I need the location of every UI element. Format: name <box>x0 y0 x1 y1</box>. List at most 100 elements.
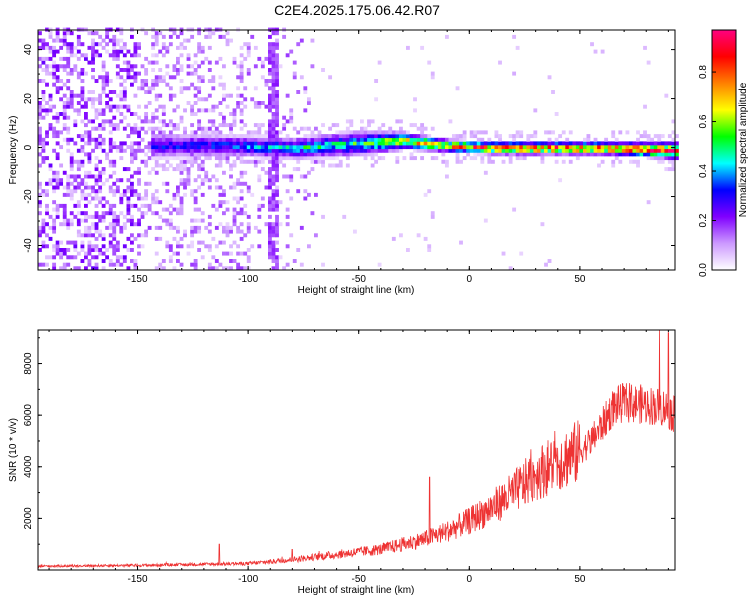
spectrogram-cell <box>653 141 658 146</box>
spectrogram-cell <box>345 145 350 150</box>
spectrogram-cell <box>246 255 251 260</box>
spectrogram-cell <box>69 97 74 102</box>
spectrogram-cell <box>402 130 407 135</box>
spectrogram-cell <box>183 152 187 157</box>
spectrogram-xlabel: Height of straight line (km) <box>298 285 415 296</box>
spectrogram-cell <box>271 152 276 157</box>
spectrogram-cell <box>455 156 460 161</box>
spectrogram-cell <box>243 42 248 47</box>
spectrogram-cell <box>179 156 184 161</box>
spectrogram-cell <box>558 178 563 183</box>
spectrogram-cell <box>38 137 42 142</box>
spectrogram-cell <box>112 141 117 146</box>
spectrogram-cell <box>59 222 64 227</box>
spectrogram-cell <box>353 152 357 157</box>
spectrogram-cell <box>621 148 626 153</box>
spectrogram-cell <box>84 152 88 157</box>
spectrogram-cell <box>434 148 439 153</box>
spectrogram-cell <box>69 222 74 227</box>
spectrogram-cell <box>168 123 173 128</box>
spectrogram-cell <box>183 163 187 168</box>
spectrogram-cell <box>66 31 71 36</box>
spectrogram-cell <box>158 266 163 271</box>
spectrogram-cell <box>140 82 145 87</box>
spectrogram-cell <box>38 185 42 190</box>
spectrogram-cell <box>430 156 435 161</box>
spectrogram-cell <box>257 159 262 164</box>
spectrogram-cell <box>179 178 184 183</box>
spectrogram-cell <box>586 152 591 157</box>
spectrogram-cell <box>459 148 463 153</box>
spectrogram-cell <box>193 196 198 201</box>
spectrogram-cell <box>253 137 258 142</box>
spectrogram-cell <box>260 134 265 139</box>
spectrogram-cell <box>176 189 180 194</box>
spectrogram-cell <box>52 126 57 131</box>
spectrogram-cell <box>225 38 230 43</box>
spectrogram-cell <box>310 130 315 135</box>
spectrogram-cell <box>161 112 166 116</box>
spectrogram-cell <box>505 141 509 146</box>
spectrogram-cell <box>200 137 205 142</box>
spectrogram-cell <box>69 189 74 194</box>
spectrogram-cell <box>452 145 456 150</box>
spectrogram-cell <box>161 167 166 172</box>
spectrogram-cell <box>211 75 216 80</box>
spectrogram-cell <box>200 130 205 135</box>
spectrogram-cell <box>108 130 113 135</box>
spectrogram-cell <box>200 126 205 131</box>
spectrogram-cell <box>229 112 233 116</box>
spectrogram-cell <box>190 262 195 267</box>
spectrogram-cell <box>94 79 99 83</box>
spectrogram-cell <box>554 148 559 153</box>
spectrogram-cell <box>307 156 311 161</box>
spectrogram-cell <box>133 49 138 54</box>
spectrogram-cell <box>176 163 180 168</box>
spectrogram-cell <box>154 115 159 120</box>
spectrogram-cell <box>299 126 304 131</box>
spectrogram-cell <box>317 130 322 135</box>
spectrogram-cell <box>91 104 95 109</box>
spectrogram-cell <box>441 145 446 150</box>
spectrogram-cell <box>161 75 166 80</box>
spectrogram-cell <box>193 218 198 223</box>
spectrogram-cell <box>73 174 78 179</box>
spectrogram-cell <box>197 152 202 157</box>
spectrogram-cell <box>52 222 57 227</box>
spectrogram-cell <box>660 148 665 153</box>
spectrogram-cell <box>165 148 170 153</box>
spectrogram-cell <box>675 156 679 161</box>
spectrogram-cell <box>197 123 202 128</box>
spectrogram-cell <box>239 64 244 69</box>
spectrogram-cell <box>222 200 226 205</box>
spectrogram-cell <box>176 207 180 212</box>
spectrogram-cell <box>137 45 141 50</box>
y-tick-label: 8000 <box>23 352 34 375</box>
spectrogram-cell <box>73 240 78 245</box>
spectrogram-cell <box>133 148 138 153</box>
spectrogram-cell <box>618 152 623 157</box>
spectrogram-cell <box>218 145 223 150</box>
spectrogram-cell <box>119 31 124 36</box>
spectrogram-cell <box>232 123 237 128</box>
spectrogram-cell <box>452 141 456 146</box>
spectrogram-cell <box>122 79 127 83</box>
spectrogram-cell <box>420 156 425 161</box>
spectrogram-cell <box>66 42 71 47</box>
spectrogram-cell <box>222 86 226 91</box>
spectrogram-cell <box>395 145 400 150</box>
spectrogram-cell <box>671 163 676 168</box>
spectrogram-cell <box>632 145 637 150</box>
spectrogram-cell <box>278 137 283 142</box>
spectrogram-cell <box>172 192 177 197</box>
spectrogram-cell <box>101 108 106 113</box>
spectrogram-cell <box>101 126 106 131</box>
spectrogram-cell <box>119 119 124 124</box>
spectrogram-cell <box>664 167 669 172</box>
spectrogram-cell <box>115 93 120 98</box>
spectrogram-cell <box>597 152 601 157</box>
spectrogram-cell <box>590 141 594 146</box>
spectrogram-cell <box>193 112 198 116</box>
spectrogram-cell <box>314 159 318 164</box>
spectrogram-cell <box>45 156 49 161</box>
